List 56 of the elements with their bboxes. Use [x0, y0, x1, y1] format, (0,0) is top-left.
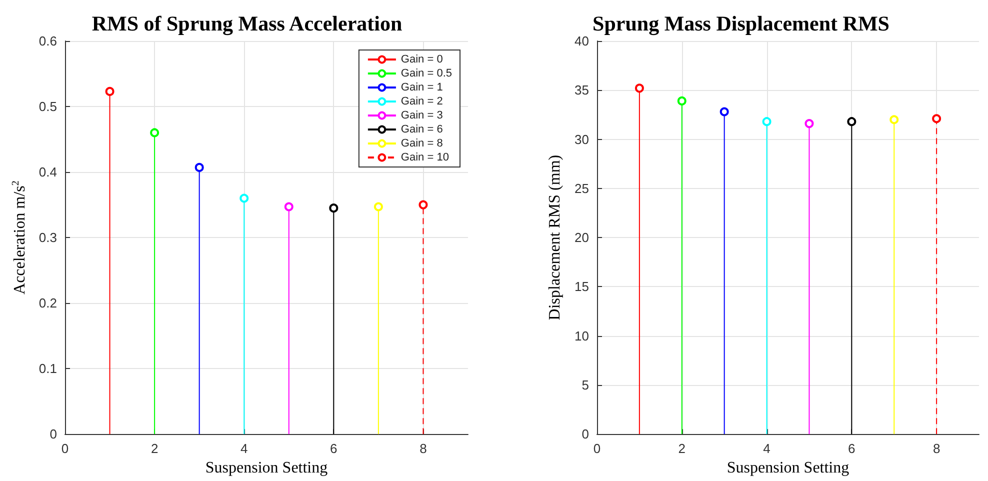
y-tick-label: 30	[574, 132, 589, 147]
chart-title: RMS of Sprung Mass Acceleration	[92, 12, 402, 36]
point	[374, 202, 383, 212]
x-axis-title: Suspension Setting	[205, 460, 328, 476]
y-tick-label: 0.3	[38, 230, 57, 246]
point	[890, 115, 899, 124]
point	[762, 117, 772, 126]
x-tick-label: 6	[330, 441, 338, 456]
y-tick-label: 40	[574, 34, 589, 48]
legend-label: Gain = 0	[400, 54, 443, 66]
point	[150, 128, 160, 138]
point	[677, 96, 686, 106]
legend-label: Gain = 8	[400, 138, 443, 150]
legend-label: Gain = 3	[400, 110, 443, 122]
legend-label: Gain = 6	[400, 124, 443, 136]
chart-title: Sprung Mass Displacement RMS	[592, 12, 890, 36]
y-tick-label: 15	[574, 279, 589, 294]
point	[105, 86, 114, 96]
x-tick-label: 4	[763, 441, 770, 456]
x-tick-label: 0	[61, 441, 69, 456]
y-axis-title: Displacement RMS (mm)	[546, 154, 564, 320]
x-tick-label: 8	[932, 441, 940, 456]
legend-label: Gain = 2	[400, 96, 443, 108]
x-tick-label: 4	[240, 441, 248, 456]
y-tick-label: 0.2	[38, 296, 57, 311]
point	[418, 200, 428, 210]
y-tick-label: 5	[582, 377, 589, 392]
y-tick-label: 20	[574, 230, 589, 246]
point	[194, 162, 204, 172]
x-tick-label: 0	[593, 441, 601, 456]
y-tick-label: 0	[582, 426, 589, 442]
x-tick-label: 8	[420, 441, 427, 456]
y-tick-label: 0.1	[38, 361, 57, 376]
y-tick-label: 10	[574, 328, 589, 344]
x-axis-title: Suspension Setting	[726, 460, 850, 476]
point	[329, 204, 338, 213]
y-tick-label: 25	[574, 180, 589, 196]
legend-label: Gain = 1	[400, 82, 443, 94]
legend-label: Gain = 0.5	[400, 68, 452, 80]
point	[847, 117, 856, 126]
point	[284, 202, 294, 212]
point	[804, 119, 814, 128]
point	[634, 84, 644, 93]
legend-label: Gain = 10	[400, 152, 449, 164]
point	[932, 114, 942, 124]
y-axis-title: Acceleration m/s2	[10, 180, 29, 294]
y-tick-label: 0.4	[38, 164, 57, 180]
y-tick-label: 35	[574, 82, 589, 98]
x-tick-label: 2	[150, 441, 158, 456]
x-tick-label: 6	[848, 441, 856, 456]
y-tick-label: 0.6	[38, 34, 57, 48]
y-tick-label: 0	[50, 426, 57, 442]
y-tick-label: 0.5	[38, 99, 57, 114]
x-tick-label: 2	[678, 441, 686, 456]
point	[240, 194, 249, 203]
point	[720, 107, 729, 116]
